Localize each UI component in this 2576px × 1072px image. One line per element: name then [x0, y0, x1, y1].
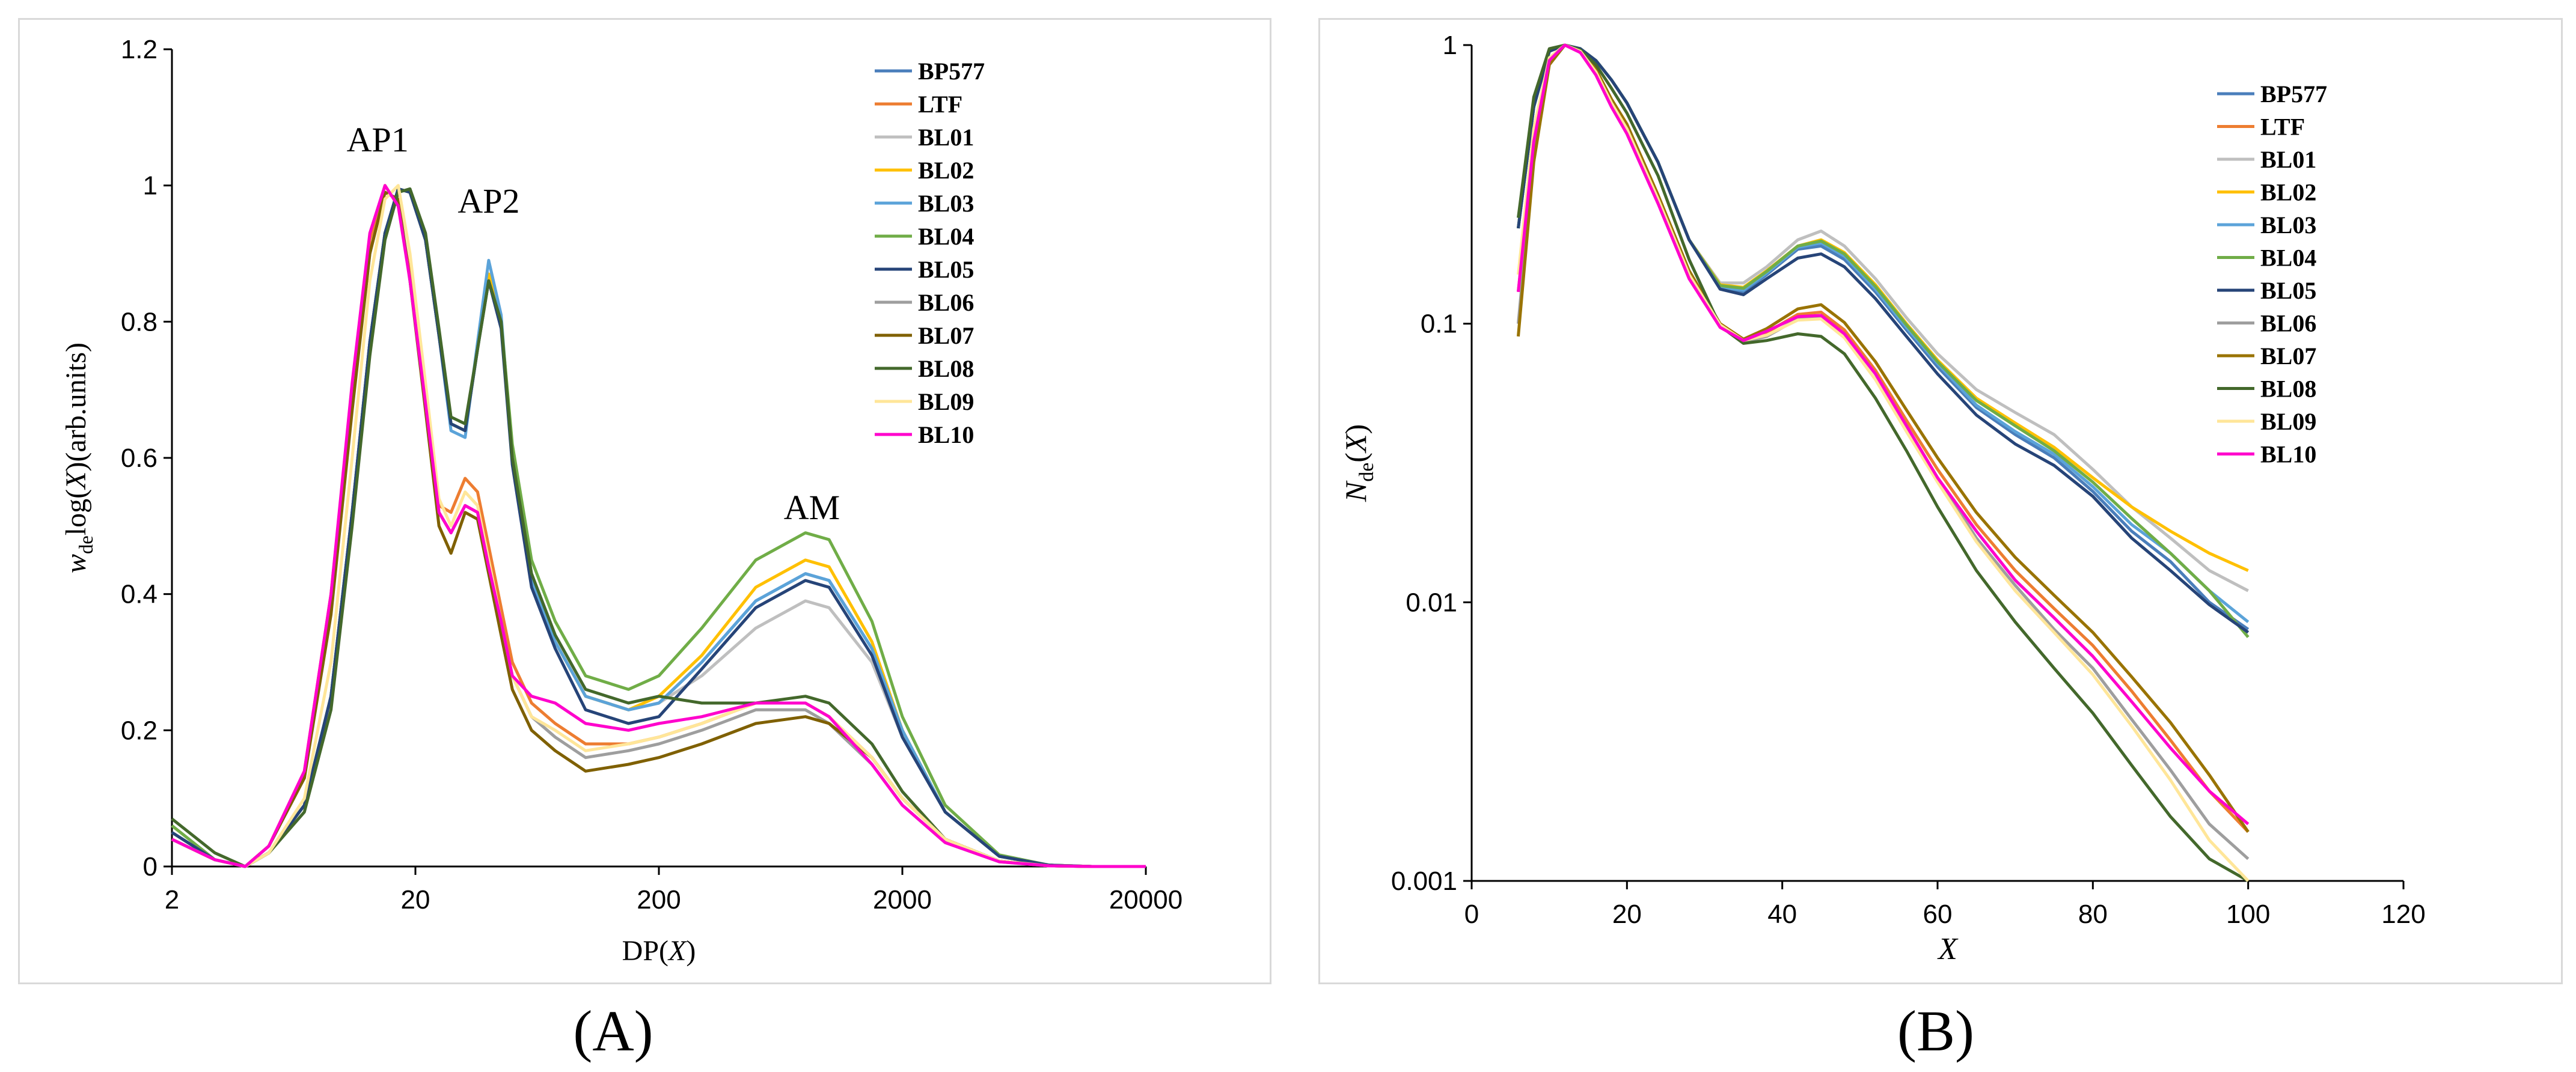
legend-label: BL09	[918, 388, 974, 415]
y-axis-title: wdelog(X)(arb.units)	[60, 343, 97, 573]
legend-label: BL07	[918, 322, 974, 349]
legend-label: BL09	[2260, 408, 2316, 435]
x-tick-label: 2	[165, 885, 179, 915]
legend-label: BL06	[918, 289, 974, 316]
legend-label: BL08	[918, 355, 974, 382]
y-axis-title-part: X	[60, 471, 92, 490]
legend-label: LTF	[918, 91, 962, 118]
x-axis-title-part: X	[1937, 932, 1959, 966]
annotation-label: AP1	[347, 120, 409, 159]
y-tick-label: 0.01	[1406, 588, 1457, 617]
x-axis-title: X	[1937, 932, 1959, 966]
caption-a: (A)	[573, 999, 653, 1063]
y-axis-title-part: X	[1339, 433, 1372, 454]
y-tick-label: 1	[143, 171, 158, 201]
y-tick-label: 0.2	[121, 716, 158, 745]
series-line	[171, 187, 1146, 868]
x-axis-title-part: X	[667, 935, 687, 967]
chart-panel-a	[18, 18, 1271, 984]
x-axis-title-part: DP(	[622, 935, 668, 967]
legend-label: BP577	[918, 58, 985, 85]
y-tick-label: 0.001	[1391, 866, 1457, 896]
x-tick-label: 80	[2078, 900, 2108, 929]
x-tick-label: 200	[637, 885, 681, 915]
x-tick-label: 120	[2381, 900, 2425, 929]
legend-label: BL08	[2260, 376, 2316, 403]
series-line	[171, 184, 1146, 868]
y-axis-title-part: de	[1356, 463, 1378, 482]
y-axis-title: Nde(X)	[1339, 424, 1378, 502]
x-axis-title-part: )	[686, 935, 696, 967]
series-line	[1517, 43, 2250, 833]
y-axis-title-part: log(	[60, 489, 92, 535]
legend-label: BL10	[2260, 441, 2316, 468]
legend-label: BL02	[918, 157, 974, 184]
y-tick-label: 1.2	[121, 35, 158, 64]
legend-label: BL03	[918, 190, 974, 217]
legend-label: BL01	[918, 124, 974, 151]
series-line	[1517, 43, 2250, 634]
legend-label: BL06	[2260, 310, 2316, 337]
x-tick-label: 60	[1923, 900, 1953, 929]
y-axis-title-part: )(arb.units)	[60, 343, 92, 472]
series-line	[1517, 43, 2250, 826]
y-tick-label: 0	[143, 852, 158, 882]
legend-label: BP577	[2260, 81, 2327, 108]
y-axis-title-part: w	[60, 554, 92, 573]
x-tick-label: 2000	[873, 885, 932, 915]
y-tick-label: 0.1	[1421, 309, 1457, 339]
legend-label: BL04	[918, 223, 974, 250]
y-tick-label: 0.4	[121, 580, 158, 609]
legend-label: BL04	[2260, 245, 2316, 272]
annotation-label: AM	[784, 488, 840, 527]
x-tick-label: 100	[2226, 900, 2270, 929]
y-axis-title-part: )	[1339, 424, 1372, 434]
legend-label: BL07	[2260, 343, 2316, 370]
series-line	[1517, 43, 2249, 883]
legend-label: LTF	[2260, 114, 2305, 141]
annotation-label: AP2	[457, 181, 519, 221]
series-line	[1517, 43, 2250, 882]
x-tick-label: 20	[1612, 900, 1642, 929]
legend-label: BL03	[2260, 212, 2316, 239]
legend-label: BL05	[918, 256, 974, 283]
legend-label: BL05	[2260, 277, 2316, 304]
x-tick-label: 20000	[1109, 885, 1182, 915]
x-tick-label: 0	[1464, 900, 1479, 929]
legend-label: BL01	[2260, 146, 2316, 173]
y-axis-title-part: de	[76, 535, 97, 554]
y-tick-label: 0.8	[121, 307, 158, 337]
x-tick-label: 20	[401, 885, 430, 915]
caption-b: (B)	[1897, 999, 1974, 1063]
x-axis-title: DP(X)	[622, 935, 696, 967]
y-tick-label: 1	[1443, 31, 1457, 60]
series-line	[1517, 43, 2250, 833]
y-axis-title-part: (	[1339, 452, 1372, 463]
y-tick-label: 0.6	[121, 443, 158, 473]
y-axis-title-part: N	[1339, 480, 1372, 502]
legend-label: BL02	[2260, 179, 2316, 206]
legend-label: BL10	[918, 421, 974, 448]
x-tick-label: 40	[1767, 900, 1797, 929]
